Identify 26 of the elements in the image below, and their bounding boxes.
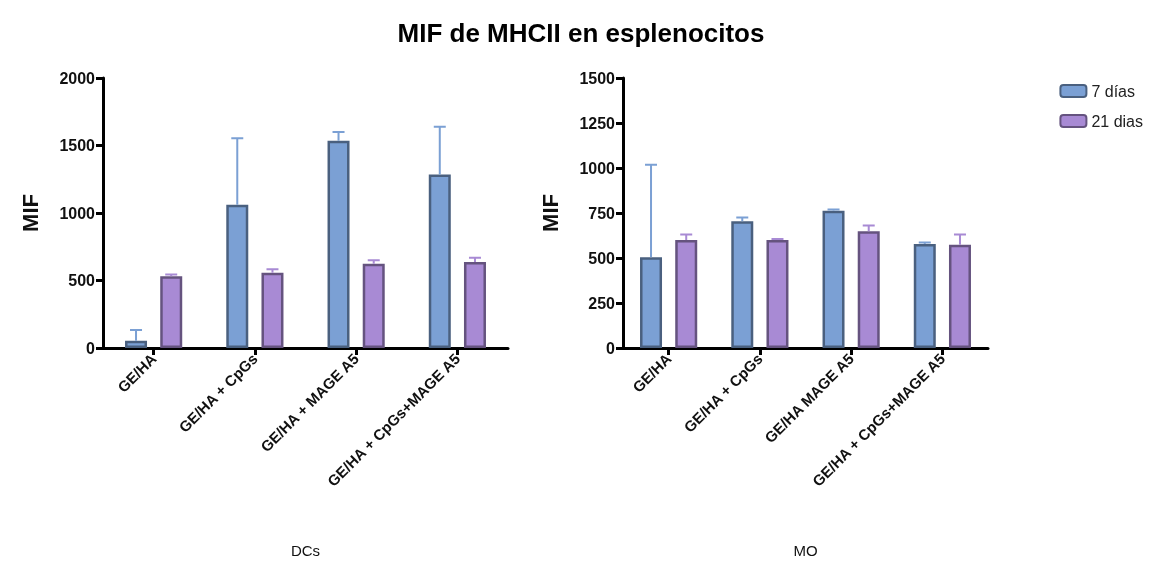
y-axis-title: MIF [537, 194, 563, 232]
y-tick-label: 0 [606, 339, 616, 357]
y-tick-label: 1500 [59, 137, 96, 154]
y-tick-label: 750 [588, 204, 616, 222]
y-tick-label: 500 [68, 272, 96, 289]
text: MIF de MHCII en esplenocitos [396, 17, 766, 50]
y-tick-label: 1250 [579, 114, 616, 132]
y-tick-label: 500 [588, 249, 616, 267]
bar [261, 272, 284, 348]
x-axis-title: DCs [290, 542, 321, 559]
y-axis-title: MIF [17, 194, 43, 232]
y-tick-label: 1500 [579, 69, 616, 87]
bar [160, 276, 183, 348]
legend-label: 21 dias [1091, 112, 1143, 130]
y-tick-label: 1000 [59, 204, 96, 222]
y-tick-label: 0 [86, 339, 96, 357]
y-tick-label: 1000 [579, 159, 616, 177]
bar [913, 243, 936, 348]
bar [822, 210, 845, 348]
bar [731, 221, 754, 348]
bar [766, 240, 789, 348]
y-tick-label: 2000 [59, 69, 96, 87]
legend-label: 7 días [1091, 82, 1135, 100]
y-tick-label: 250 [588, 294, 616, 312]
bar [362, 263, 385, 348]
x-axis-title: MO [793, 542, 818, 559]
